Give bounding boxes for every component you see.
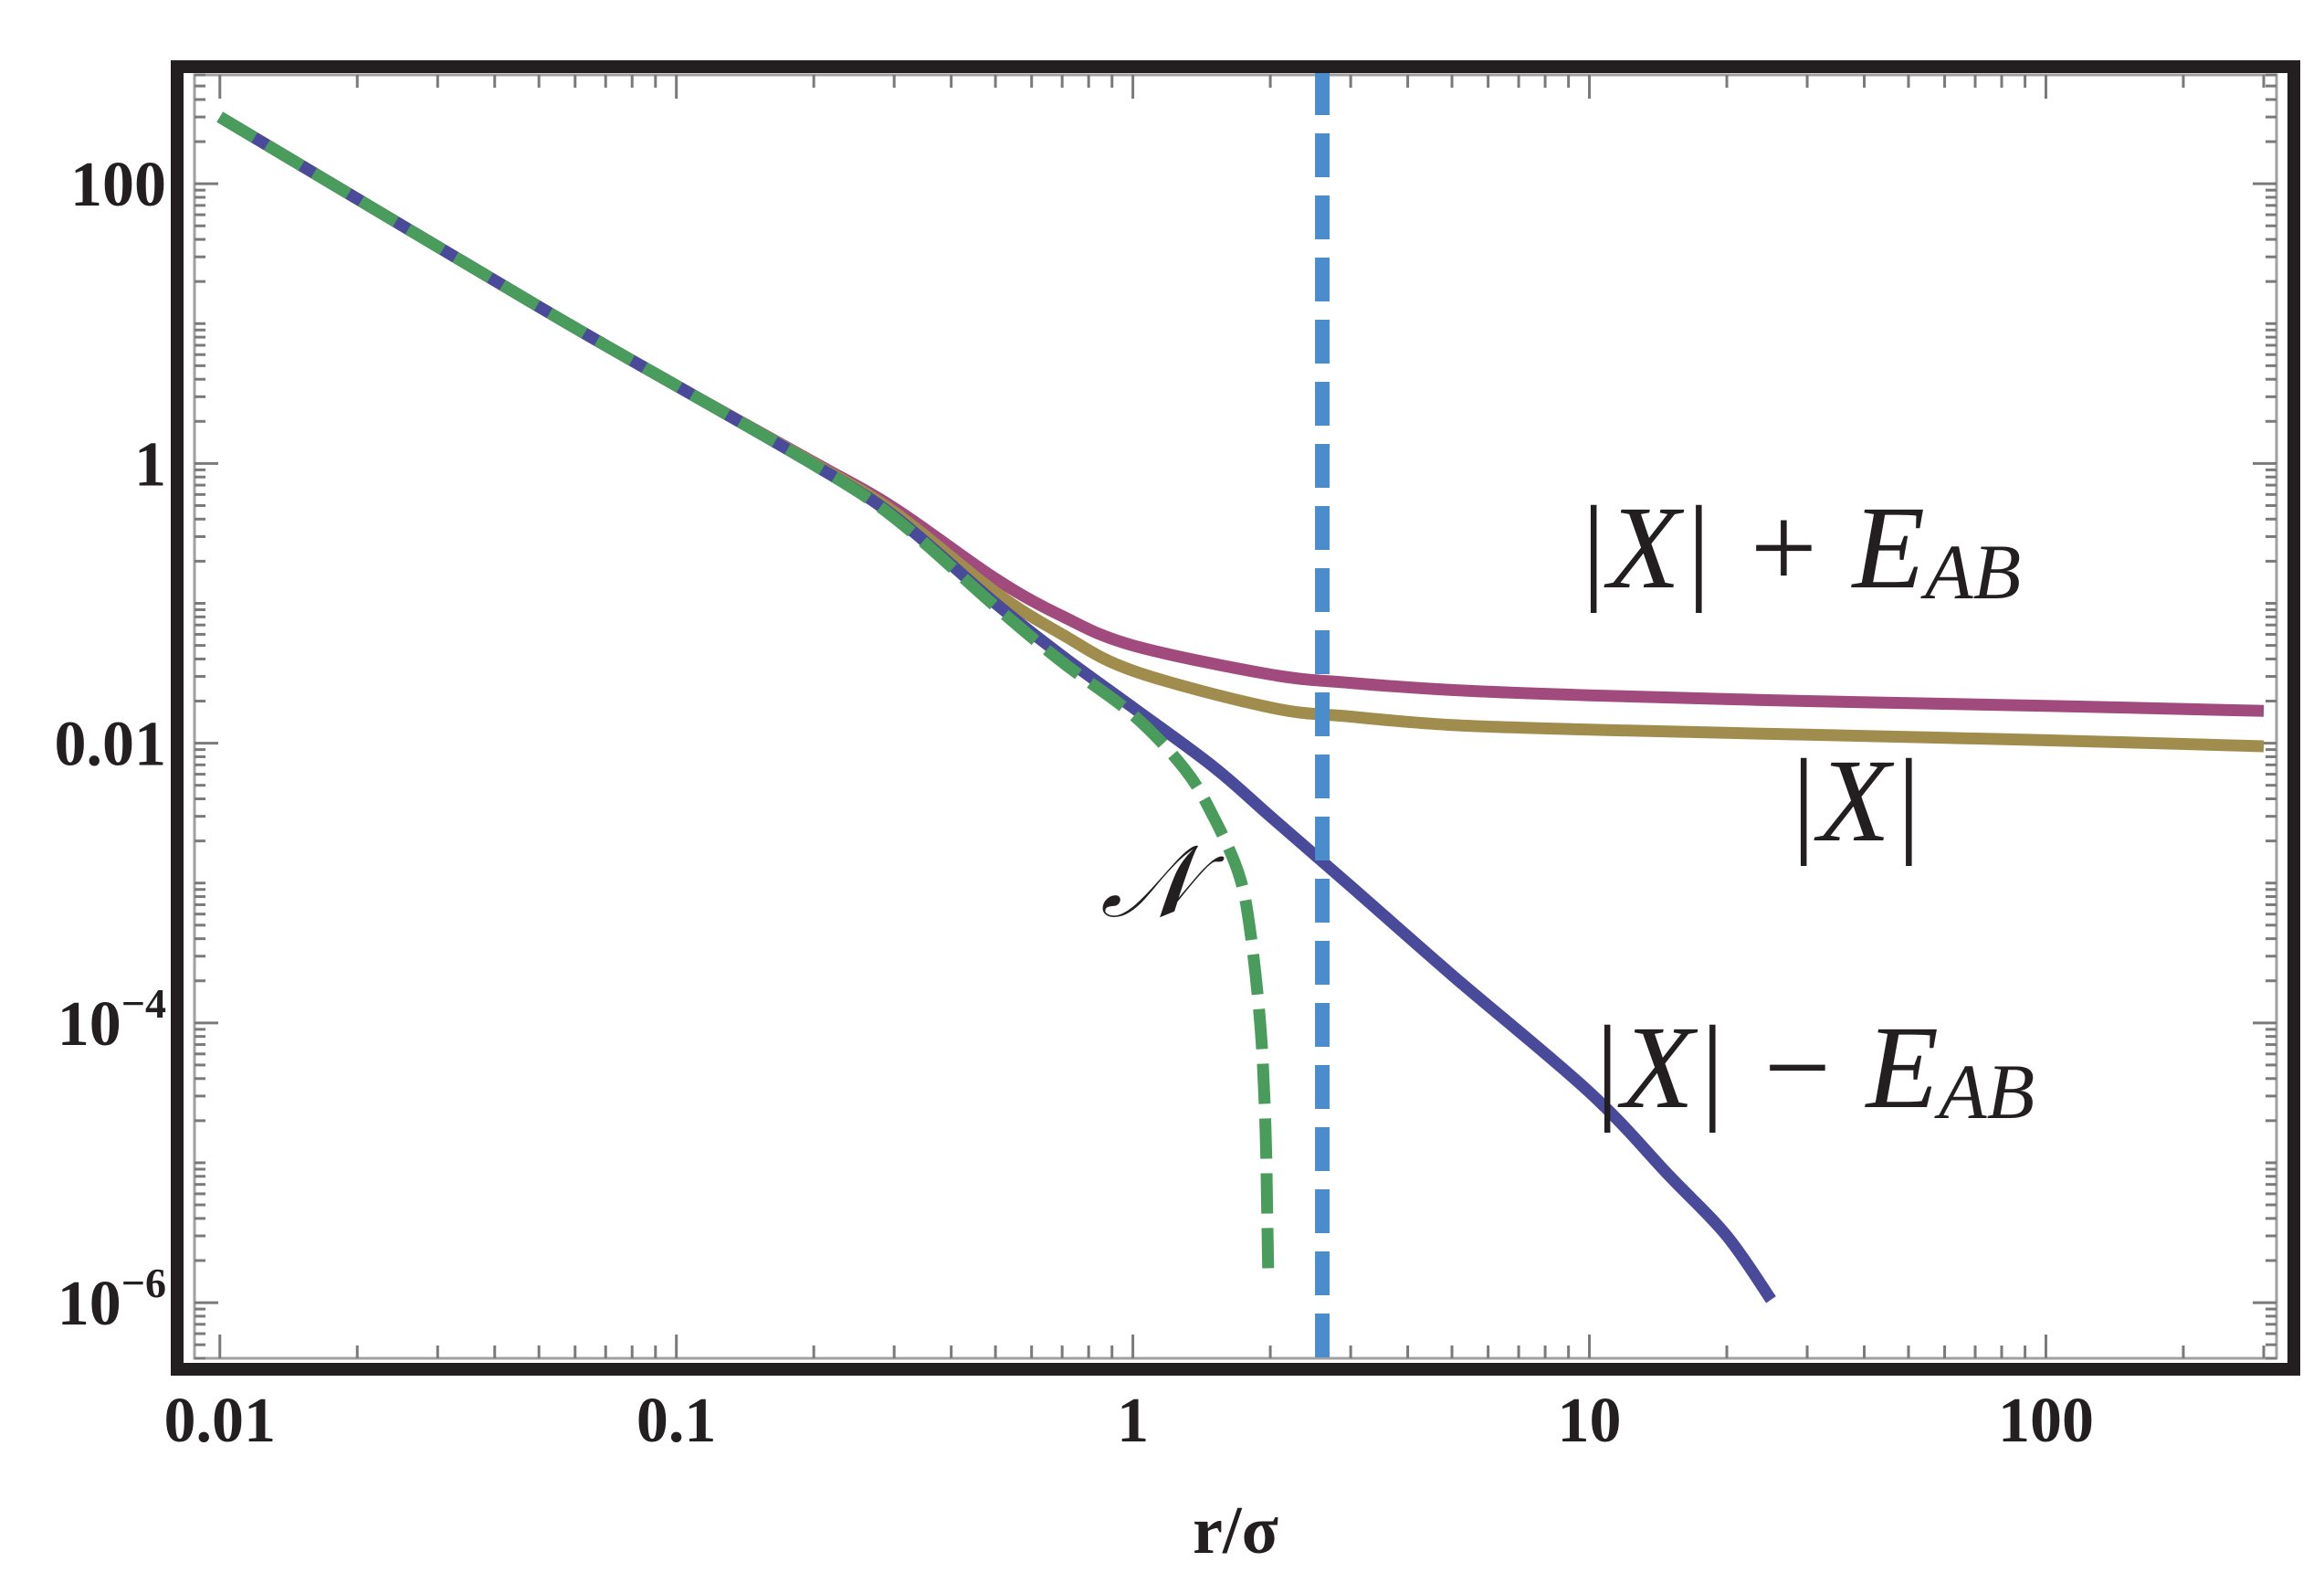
annotation-upper-sub: AB <box>1920 528 2021 616</box>
outer-frame <box>171 60 2300 1376</box>
y-tick-label-base: 10 <box>58 989 121 1060</box>
y-tick-label: 0.01 <box>55 710 167 780</box>
x-tick-label: 10 <box>1558 1386 1622 1456</box>
series-layer <box>216 71 2265 1358</box>
y-tick-label-base: 100 <box>70 150 166 220</box>
y-tick-label: 1 <box>134 429 166 500</box>
y-tick-label-base: 0.01 <box>55 710 167 780</box>
x-tick-label: 0.1 <box>636 1386 717 1456</box>
annotation-middle: |X| <box>1785 735 1923 867</box>
y-tick-label-base: 10 <box>58 1269 121 1339</box>
y-tick-label-base: 1 <box>134 429 166 500</box>
plot-area-frame <box>193 73 2278 1360</box>
x-axis-label: r/σ <box>1193 1493 1278 1568</box>
annotation-middle-base: |X| <box>1785 735 1923 867</box>
annotation-lower-base: |X| − E <box>1589 1002 1939 1134</box>
y-tick-label-exponent: −6 <box>121 1260 166 1306</box>
annotation-lower-sub: AB <box>1934 1048 2035 1135</box>
annotation-lower: |X| − EAB <box>1589 1002 2035 1135</box>
series-negativity <box>216 111 1275 1279</box>
annotation-upper-base: |X| + E <box>1575 482 1925 614</box>
y-tick-label: 100 <box>70 150 166 220</box>
ticks-layer <box>195 73 2277 1360</box>
annotation-upper: |X| + EAB <box>1575 482 2021 616</box>
y-tick-label: 10−6 <box>58 1260 166 1339</box>
x-tick-label: 1 <box>1117 1386 1149 1456</box>
x-tick-label: 0.01 <box>164 1386 277 1456</box>
y-tick-label: 10−4 <box>58 980 166 1060</box>
y-tick-label-exponent: −4 <box>121 980 166 1027</box>
x-tick-label: 100 <box>1998 1386 2094 1456</box>
